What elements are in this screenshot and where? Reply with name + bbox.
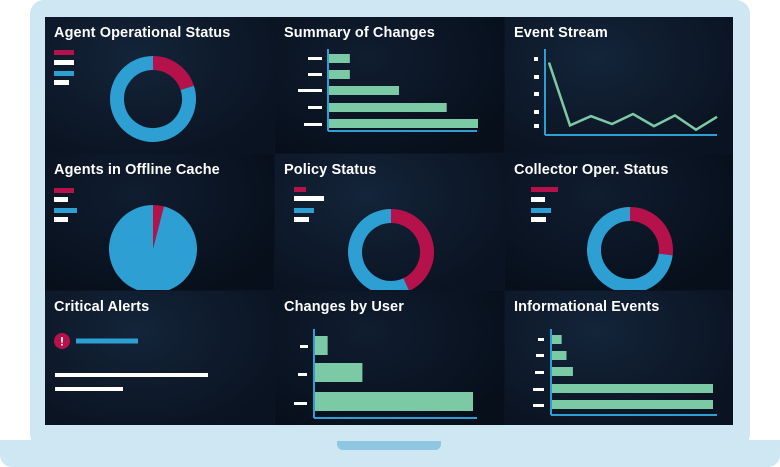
panel-summary-of-changes[interactable]: Summary of Changes — [275, 17, 504, 153]
pie-slice — [109, 205, 197, 290]
donut-segment — [587, 207, 673, 290]
bar — [329, 54, 350, 63]
alert-line — [76, 338, 138, 344]
bar — [552, 351, 567, 360]
bar — [329, 70, 350, 79]
donut-segment — [390, 209, 434, 290]
pie-slice — [153, 205, 164, 249]
donut-segment — [110, 56, 196, 142]
bar — [315, 363, 363, 382]
panel-collector-oper-status[interactable]: Collector Oper. Status — [505, 154, 733, 290]
y-ticks — [533, 338, 544, 407]
panel-critical-alerts[interactable]: Critical Alerts ! — [45, 291, 274, 425]
donut-chart — [348, 209, 434, 290]
panel-title: Collector Oper. Status — [514, 162, 669, 178]
bar — [315, 392, 473, 411]
legend-swatch — [294, 187, 306, 192]
legend-swatch — [54, 197, 68, 202]
y-tick — [304, 123, 322, 126]
legend-swatch — [54, 80, 69, 85]
bar-chart — [298, 49, 478, 132]
bar-chart — [294, 329, 477, 419]
legend-swatch — [54, 60, 74, 65]
legend-swatch — [531, 187, 558, 192]
series-line — [547, 62, 718, 132]
panel-title: Summary of Changes — [284, 25, 435, 41]
panel-informational-events[interactable]: Informational Events — [505, 291, 733, 425]
y-ticks — [534, 57, 539, 128]
legend-swatch — [294, 196, 324, 201]
panel-title: Event Stream — [514, 25, 608, 41]
legend-swatch — [294, 217, 309, 222]
bar — [315, 336, 328, 355]
line-chart — [534, 49, 718, 136]
panel-agent-operational-status[interactable]: Agent Operational Status — [45, 17, 274, 153]
legend-swatch — [54, 208, 77, 213]
donut-segment — [629, 207, 673, 256]
panel-title: Changes by User — [284, 299, 404, 315]
panel-title: Agent Operational Status — [54, 25, 231, 41]
y-tick — [298, 89, 322, 92]
bar — [552, 400, 713, 409]
alerts-list: ! — [54, 333, 208, 391]
legend-swatch — [294, 208, 314, 213]
bar — [329, 119, 478, 128]
donut-chart — [587, 207, 673, 290]
bar — [552, 367, 573, 376]
y-tick — [308, 106, 322, 109]
pie-chart — [109, 205, 197, 290]
panel-title: Policy Status — [284, 162, 377, 178]
alert-line — [55, 373, 208, 377]
donut-segment — [348, 209, 409, 290]
donut-chart — [110, 56, 196, 142]
panel-title: Agents in Offline Cache — [54, 162, 220, 178]
panel-title: Informational Events — [514, 299, 660, 315]
legend-swatch — [531, 197, 545, 202]
legend-swatch — [54, 188, 74, 193]
bar-chart — [533, 329, 717, 416]
dashboard-screen: Agent Operational Status Summary of Chan… — [45, 17, 733, 425]
legend-swatch — [54, 50, 74, 55]
donut-segment — [152, 56, 194, 91]
panel-agents-in-offline-cache[interactable]: Agents in Offline Cache — [45, 154, 274, 290]
legend-swatch — [54, 217, 68, 222]
alert-line — [55, 387, 123, 391]
exclamation-icon — [54, 333, 70, 349]
bar — [552, 335, 562, 344]
legend-swatch — [54, 71, 74, 76]
panel-policy-status[interactable]: Policy Status — [275, 154, 504, 290]
laptop-notch — [337, 441, 441, 450]
legend-swatch — [531, 217, 546, 222]
bar — [329, 103, 447, 112]
legend-swatch — [531, 208, 551, 213]
exclamation-glyph: ! — [60, 335, 64, 349]
panel-event-stream[interactable]: Event Stream — [505, 17, 733, 153]
bar — [329, 86, 400, 95]
panel-changes-by-user[interactable]: Changes by User — [275, 291, 504, 425]
y-ticks — [294, 345, 308, 405]
panel-title: Critical Alerts — [54, 299, 150, 315]
y-tick — [308, 57, 322, 60]
y-tick — [308, 73, 322, 76]
bar — [552, 384, 713, 393]
